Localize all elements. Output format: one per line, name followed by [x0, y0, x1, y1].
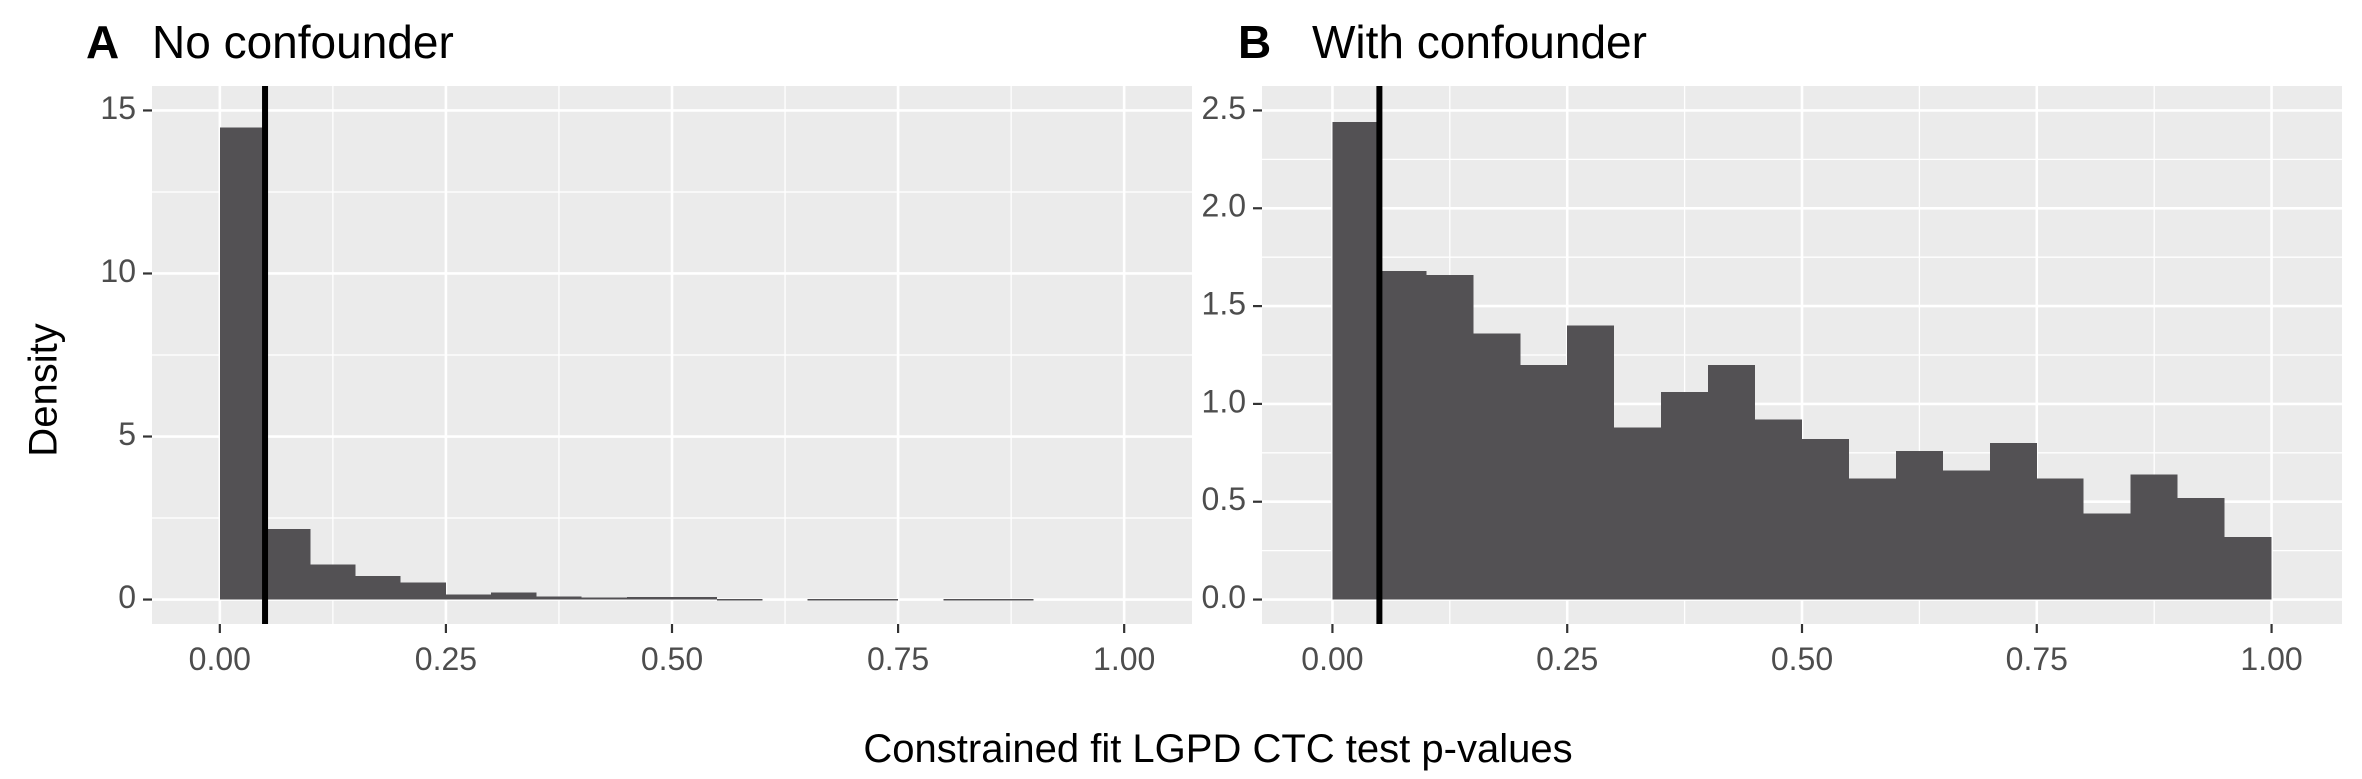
histogram-bar	[491, 592, 537, 600]
x-axis-label: Constrained fit LGPD CTC test p-values	[863, 727, 1572, 771]
x-tick-label: 0.00	[189, 641, 251, 677]
histogram-bar	[1942, 470, 1990, 600]
histogram-bar	[1614, 427, 1662, 600]
histogram-bar	[1426, 274, 1474, 600]
histogram-bar	[672, 596, 718, 600]
x-tick-label: 0.50	[641, 641, 703, 677]
y-tick-label: 2.0	[1202, 188, 1246, 224]
y-tick-label: 2.5	[1202, 90, 1246, 126]
y-tick-label: 1.0	[1202, 383, 1246, 419]
histogram-bar	[988, 598, 1034, 601]
histogram-bar	[852, 598, 899, 601]
histogram-bar	[1708, 364, 1756, 600]
x-tick-label: 1.00	[1093, 641, 1155, 677]
histogram-bar	[219, 127, 266, 600]
histogram-bar	[2083, 513, 2131, 600]
histogram-bar	[717, 598, 763, 601]
y-tick-label: 5	[118, 416, 136, 452]
histogram-bar	[1802, 439, 1849, 600]
histogram-bar	[1473, 333, 1521, 600]
histogram-bar	[2036, 478, 2084, 600]
histogram-bar	[1848, 478, 1896, 600]
histogram-bar	[2130, 474, 2178, 600]
histogram-bar	[1567, 325, 1615, 600]
histogram-bar	[1755, 419, 1802, 600]
histogram-bar	[265, 529, 311, 600]
histogram-bar	[1332, 122, 1380, 600]
panel-tag: B	[1238, 16, 1271, 68]
y-tick-label: 15	[100, 90, 136, 126]
histogram-bar	[310, 564, 356, 600]
histogram-bar	[536, 596, 582, 600]
histogram-bar	[2177, 497, 2225, 600]
y-tick-label: 0.0	[1202, 579, 1246, 615]
histogram-bar	[2224, 536, 2272, 600]
x-tick-label: 0.25	[1536, 641, 1598, 677]
histogram-bar	[943, 598, 989, 601]
y-tick-label: 1.5	[1202, 286, 1246, 322]
y-tick-label: 0	[118, 579, 136, 615]
y-tick-label: 0.5	[1202, 481, 1246, 517]
x-tick-label: 0.25	[415, 641, 477, 677]
histogram-bar	[1379, 270, 1427, 600]
y-axis-label: Density	[22, 323, 66, 456]
histogram-bar	[1520, 364, 1568, 600]
panel-tag: A	[86, 16, 119, 68]
histogram-bar	[1989, 443, 2037, 600]
panel-title: With confounder	[1312, 16, 1647, 68]
y-tick-label: 10	[100, 253, 136, 289]
histogram-bar	[355, 576, 401, 600]
histogram-bar	[400, 582, 446, 600]
x-tick-label: 0.75	[867, 641, 929, 677]
panel-b: 0.0 0.5 1.0 1.5 2.0 2.5 0.00 0.25 0.50 0.75 1.00 B W…	[1202, 16, 2342, 677]
histogram-bar	[581, 597, 627, 600]
histogram-bar	[1661, 392, 1709, 600]
x-tick-label: 0.50	[1771, 641, 1833, 677]
panel-title: No confounder	[152, 16, 454, 68]
histogram-bar	[807, 598, 853, 601]
x-tick-label: 0.75	[2006, 641, 2068, 677]
histogram-bar	[445, 594, 492, 600]
x-tick-label: 0.00	[1301, 641, 1363, 677]
x-tick-label: 1.00	[2240, 641, 2302, 677]
panel-a: 0 5 10 15 0.00 0.25 0.50 0.75 1.00 A No confounder	[86, 16, 1192, 677]
histogram-bar	[626, 596, 672, 600]
histogram-bar	[1895, 450, 1943, 600]
